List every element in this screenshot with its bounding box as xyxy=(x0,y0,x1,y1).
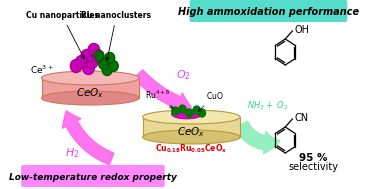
Ellipse shape xyxy=(42,91,139,105)
Circle shape xyxy=(76,56,87,68)
FancyBboxPatch shape xyxy=(190,0,347,22)
Text: $\mathrm{Ru^{4+\delta}}$: $\mathrm{Ru^{4+\delta}}$ xyxy=(145,89,173,109)
Circle shape xyxy=(81,50,93,63)
Circle shape xyxy=(94,50,104,61)
Circle shape xyxy=(105,53,115,64)
Ellipse shape xyxy=(142,110,240,124)
Circle shape xyxy=(99,59,108,70)
Circle shape xyxy=(108,60,118,71)
Circle shape xyxy=(102,64,112,75)
Text: $\mathit{CeO_x}$: $\mathit{CeO_x}$ xyxy=(76,86,104,100)
Text: Cu nanoparticles: Cu nanoparticles xyxy=(25,11,99,59)
Circle shape xyxy=(70,60,82,73)
FancyBboxPatch shape xyxy=(21,165,165,187)
Text: $\mathit{NH_3+\ O_2}$: $\mathit{NH_3+\ O_2}$ xyxy=(247,100,288,112)
Ellipse shape xyxy=(42,71,139,85)
Text: $\mathbf{Cu_{0.18}Ru_{0.05}CeO_x}$: $\mathbf{Cu_{0.18}Ru_{0.05}CeO_x}$ xyxy=(155,143,227,155)
Polygon shape xyxy=(142,117,240,137)
Circle shape xyxy=(179,105,186,113)
Text: 95 %: 95 % xyxy=(299,153,328,163)
Text: $\mathit{CeO_x}$: $\mathit{CeO_x}$ xyxy=(177,125,206,139)
Text: OH: OH xyxy=(294,25,309,35)
Circle shape xyxy=(92,50,103,63)
Text: CN: CN xyxy=(294,113,308,123)
Circle shape xyxy=(193,106,200,114)
Circle shape xyxy=(88,43,100,57)
Text: Low-temperature redox property: Low-temperature redox property xyxy=(9,173,177,181)
Circle shape xyxy=(172,107,179,115)
FancyArrowPatch shape xyxy=(235,121,280,153)
FancyArrowPatch shape xyxy=(62,111,114,165)
Circle shape xyxy=(86,56,98,68)
Text: $\mathrm{CuO}$: $\mathrm{CuO}$ xyxy=(198,90,223,112)
Circle shape xyxy=(186,109,193,117)
Text: $\mathit{O_2}$: $\mathit{O_2}$ xyxy=(176,68,191,82)
Text: Ru nanoclusters: Ru nanoclusters xyxy=(82,11,151,60)
Ellipse shape xyxy=(142,130,240,144)
Circle shape xyxy=(199,109,206,117)
Text: selectivity: selectivity xyxy=(289,162,339,172)
Text: $\mathrm{Ce^{3+}}$: $\mathrm{Ce^{3+}}$ xyxy=(30,64,54,76)
FancyArrowPatch shape xyxy=(134,70,191,112)
Circle shape xyxy=(83,61,94,74)
Polygon shape xyxy=(42,78,139,98)
Text: High ammoxidation performance: High ammoxidation performance xyxy=(178,7,359,17)
Text: $\mathit{H_2}$: $\mathit{H_2}$ xyxy=(65,146,80,160)
Ellipse shape xyxy=(171,109,203,119)
